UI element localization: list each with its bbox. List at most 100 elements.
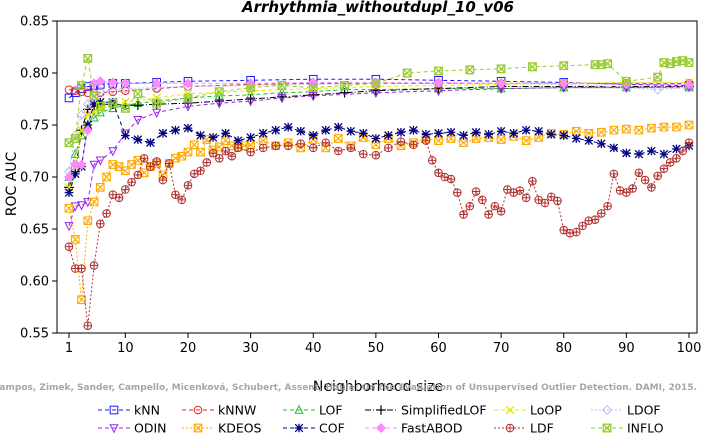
data-point bbox=[571, 227, 581, 237]
data-point bbox=[496, 135, 506, 144]
data-point bbox=[82, 125, 93, 136]
legend-marker bbox=[376, 405, 386, 415]
data-point bbox=[189, 140, 199, 150]
data-point bbox=[183, 102, 193, 112]
data-point bbox=[120, 78, 131, 89]
legend-label: KDEOS bbox=[218, 421, 262, 434]
data-point bbox=[559, 61, 569, 71]
data-point bbox=[246, 86, 255, 95]
data-point bbox=[121, 185, 130, 194]
legend-marker bbox=[601, 404, 613, 416]
legend-item-kdeos: KDEOS bbox=[182, 421, 262, 434]
plot-frame bbox=[56, 20, 698, 334]
legend-item-ldof: LDOF bbox=[591, 403, 661, 418]
data-point bbox=[221, 129, 230, 138]
legend-item-cof: COF bbox=[283, 421, 345, 434]
data-point bbox=[665, 158, 675, 167]
data-point bbox=[70, 130, 81, 141]
data-point bbox=[527, 62, 537, 72]
data-point bbox=[96, 219, 105, 229]
data-point bbox=[384, 143, 393, 153]
data-point bbox=[659, 122, 669, 132]
data-point bbox=[421, 136, 431, 145]
series-layer bbox=[63, 53, 695, 331]
data-point bbox=[546, 192, 556, 202]
series-inflo bbox=[64, 53, 694, 148]
data-point bbox=[359, 149, 368, 159]
data-point bbox=[89, 261, 99, 270]
data-point bbox=[434, 136, 443, 145]
data-point bbox=[634, 168, 644, 178]
data-point bbox=[634, 125, 644, 135]
data-point bbox=[396, 137, 406, 146]
data-point bbox=[89, 99, 99, 109]
data-point bbox=[64, 222, 74, 232]
data-point bbox=[672, 153, 681, 163]
data-point bbox=[208, 133, 218, 142]
data-point bbox=[496, 126, 506, 136]
data-point bbox=[308, 83, 318, 93]
data-point bbox=[183, 123, 193, 133]
data-point bbox=[89, 91, 99, 101]
data-point bbox=[227, 151, 237, 161]
data-point bbox=[102, 209, 111, 218]
data-point bbox=[95, 156, 105, 166]
data-point bbox=[76, 159, 87, 170]
data-point bbox=[271, 141, 280, 151]
data-point bbox=[107, 77, 118, 88]
legend-label: SimplifiedLOF bbox=[401, 403, 487, 418]
data-point bbox=[684, 58, 694, 68]
data-point bbox=[95, 86, 106, 97]
data-point bbox=[433, 86, 444, 97]
data-point bbox=[628, 184, 637, 193]
data-point bbox=[133, 170, 143, 180]
legend-item-loop: LoOP bbox=[494, 403, 562, 418]
data-point bbox=[83, 120, 93, 130]
data-point bbox=[346, 143, 356, 153]
y-tick-label: 0.85 bbox=[20, 15, 49, 30]
data-point bbox=[684, 138, 694, 147]
data-point bbox=[446, 127, 456, 137]
data-point bbox=[283, 122, 293, 132]
legend-marker bbox=[193, 405, 203, 415]
data-point bbox=[271, 125, 280, 135]
data-point bbox=[133, 135, 143, 144]
series-kdeos bbox=[64, 120, 694, 305]
data-point bbox=[672, 144, 681, 154]
series-line bbox=[68, 80, 689, 178]
data-point bbox=[409, 140, 418, 150]
data-point bbox=[596, 127, 606, 137]
legend-marker bbox=[505, 423, 515, 433]
data-point bbox=[346, 126, 356, 136]
data-point bbox=[652, 84, 663, 95]
x-tick-label: 100 bbox=[677, 341, 702, 356]
data-point bbox=[196, 147, 205, 157]
legend-label: COF bbox=[319, 421, 345, 434]
series-line bbox=[68, 86, 689, 188]
data-point bbox=[95, 183, 105, 192]
data-point bbox=[471, 127, 481, 137]
data-point bbox=[459, 138, 468, 148]
series-line bbox=[68, 81, 689, 188]
data-point bbox=[490, 201, 500, 211]
data-point bbox=[76, 109, 87, 120]
data-point bbox=[64, 85, 74, 94]
data-point bbox=[584, 136, 594, 145]
legend-label: FastABOD bbox=[401, 421, 463, 434]
x-tick-label: 1 bbox=[65, 341, 73, 356]
legend-marker bbox=[193, 423, 203, 433]
legend-item-odin: ODIN bbox=[98, 421, 167, 434]
data-point bbox=[521, 193, 531, 203]
data-point bbox=[465, 201, 475, 211]
data-point bbox=[446, 134, 456, 143]
data-point bbox=[459, 210, 468, 219]
data-point bbox=[120, 83, 131, 94]
legend-item-ldf: LDF bbox=[494, 421, 554, 434]
data-point bbox=[64, 93, 74, 103]
data-point bbox=[214, 99, 224, 109]
data-point bbox=[233, 143, 243, 153]
data-point bbox=[521, 125, 531, 135]
data-point bbox=[151, 78, 162, 89]
legend-marker bbox=[109, 405, 119, 415]
data-point bbox=[296, 139, 306, 149]
